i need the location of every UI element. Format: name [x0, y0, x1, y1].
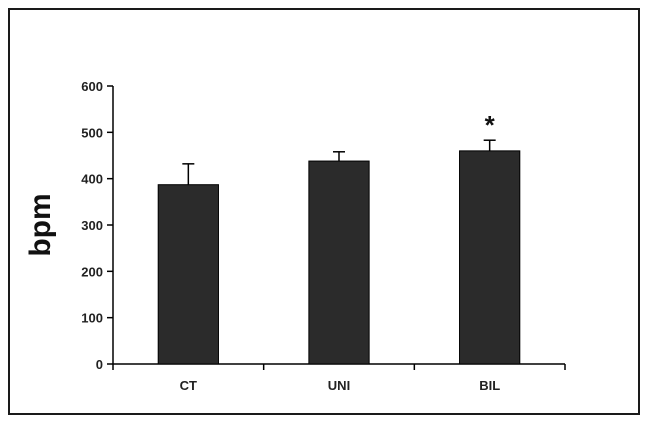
bar-ct: [157, 184, 219, 365]
y-tick-label: 0: [96, 357, 103, 372]
category-label-ct: CT: [180, 378, 197, 393]
y-tick-label: 200: [81, 264, 103, 279]
x-ticks: [112, 364, 566, 370]
annotations: *: [485, 110, 496, 140]
bar-uni: [308, 160, 370, 365]
category-label-bil: BIL: [479, 378, 500, 393]
bar-bil: [459, 150, 521, 365]
category-label-uni: UNI: [328, 378, 350, 393]
y-tick-label: 400: [81, 172, 103, 187]
y-tick-label: 100: [81, 311, 103, 326]
bars: [157, 150, 521, 365]
significance-marker: *: [485, 110, 496, 140]
error-bars: [182, 139, 496, 185]
y-tick-label: 500: [81, 125, 103, 140]
y-axis-label: bpm: [24, 193, 57, 256]
y-tick-label: 300: [81, 218, 103, 233]
category-labels: CT UNI BIL: [180, 378, 501, 393]
y-ticks: 0 100 200 300 400 500 600: [81, 79, 113, 372]
y-tick-label: 600: [81, 79, 103, 94]
